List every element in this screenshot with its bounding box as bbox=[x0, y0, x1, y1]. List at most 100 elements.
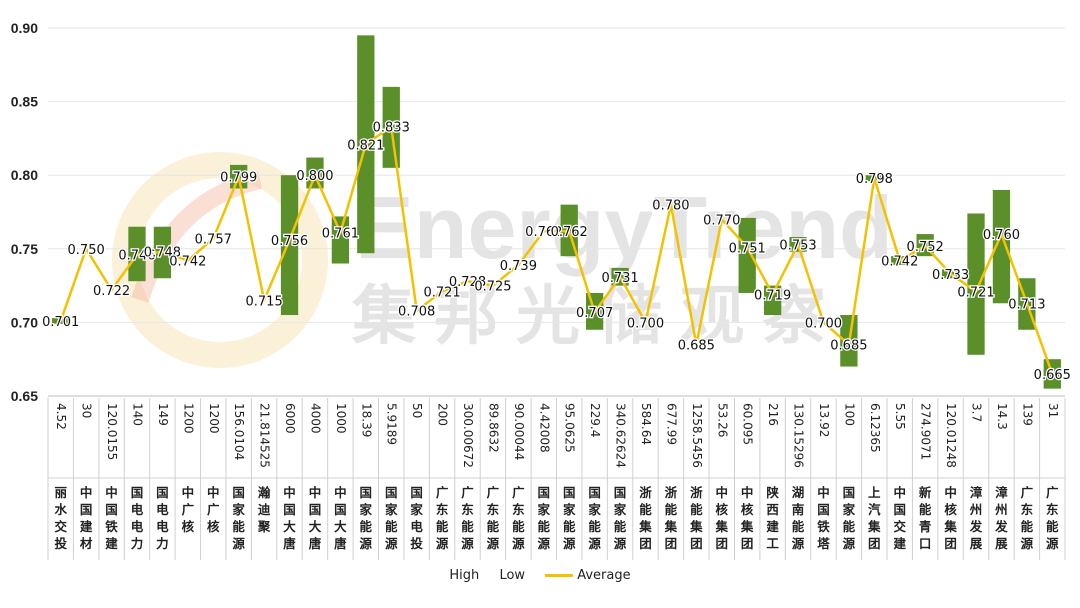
high-low-bar bbox=[280, 175, 299, 316]
company-label-char: 家 bbox=[563, 502, 576, 517]
y-tick-label: 0.90 bbox=[11, 20, 38, 36]
company-label-char: 能 bbox=[232, 519, 245, 534]
company-label-char: 东 bbox=[512, 502, 525, 517]
company-label-char: 团 bbox=[716, 536, 729, 551]
company-label-char: 家 bbox=[588, 502, 601, 517]
company-label-char: 迪 bbox=[258, 502, 271, 517]
company-label-char: 国 bbox=[131, 485, 144, 500]
company-label-char: 漳 bbox=[970, 485, 983, 500]
company-label-char: 工 bbox=[766, 536, 779, 551]
capacity-label: 149 bbox=[156, 403, 170, 426]
company-label-char: 能 bbox=[1021, 519, 1034, 534]
company-label-char: 能 bbox=[614, 519, 627, 534]
legend-label-low: Low bbox=[499, 568, 526, 583]
capacity-label: 229.4 bbox=[588, 403, 602, 437]
company-label-char: 能 bbox=[690, 502, 703, 517]
data-label: 0.821 bbox=[347, 138, 384, 153]
company-label-char: 力 bbox=[156, 536, 169, 551]
capacity-label: 216 bbox=[766, 403, 780, 426]
company-label-char: 交 bbox=[54, 519, 67, 534]
company-label-char: 源 bbox=[1046, 536, 1059, 551]
average-line bbox=[59, 125, 1054, 375]
company-label-char: 源 bbox=[538, 536, 551, 551]
company-label-char: 交 bbox=[893, 519, 906, 534]
data-label: 0.798 bbox=[856, 172, 893, 187]
company-label-char: 家 bbox=[538, 502, 551, 517]
company-label-char: 塔 bbox=[817, 536, 830, 551]
company-label-char: 国 bbox=[232, 485, 245, 500]
company-label-char: 国 bbox=[817, 502, 830, 517]
legend-item-high: High bbox=[449, 568, 479, 583]
company-label-char: 国 bbox=[563, 485, 576, 500]
company-label-char: 核 bbox=[741, 502, 754, 517]
company-label-char: 浙 bbox=[690, 485, 703, 500]
company-label-char: 中 bbox=[80, 485, 93, 500]
company-label-char: 投 bbox=[410, 536, 423, 551]
data-label: 0.700 bbox=[805, 316, 842, 331]
company-label-char: 能 bbox=[461, 519, 474, 534]
data-label: 0.707 bbox=[576, 306, 613, 321]
capacity-label: 18.39 bbox=[359, 403, 373, 437]
company-label-char: 国 bbox=[410, 485, 423, 500]
data-label: 0.731 bbox=[601, 271, 638, 286]
data-label: 0.665 bbox=[1034, 368, 1071, 383]
company-label-char: 电 bbox=[131, 519, 144, 534]
capacity-label: 89.8632 bbox=[486, 403, 500, 453]
company-label-char: 展 bbox=[995, 536, 1008, 551]
company-label-char: 西 bbox=[766, 502, 779, 517]
capacity-label: 200 bbox=[436, 403, 450, 426]
data-label: 0.753 bbox=[779, 238, 816, 253]
company-label-char: 汽 bbox=[868, 502, 881, 517]
company-label-char: 国 bbox=[614, 485, 627, 500]
high-low-bar bbox=[763, 285, 782, 316]
high-low-bar bbox=[738, 217, 756, 293]
company-label-char: 材 bbox=[79, 536, 93, 551]
company-label-char: 国 bbox=[80, 502, 93, 517]
company-label-char: 家 bbox=[614, 502, 627, 517]
capacity-label: 30 bbox=[80, 403, 94, 418]
company-label-char: 电 bbox=[156, 502, 169, 517]
company-label-char: 中 bbox=[334, 485, 347, 500]
company-label-char: 东 bbox=[1046, 502, 1059, 517]
company-label-char: 家 bbox=[410, 502, 423, 517]
company-label-char: 集 bbox=[638, 519, 652, 534]
capacity-label: 130.15296 bbox=[792, 403, 806, 468]
company-label-char: 广 bbox=[487, 485, 500, 500]
company-label-char: 铁 bbox=[105, 519, 118, 534]
capacity-label: 139 bbox=[1020, 403, 1034, 426]
capacity-label: 5.55 bbox=[893, 403, 907, 430]
data-label: 0.721 bbox=[957, 285, 994, 300]
company-label-char: 能 bbox=[843, 519, 856, 534]
legend-label-average: Average bbox=[577, 568, 631, 583]
company-label-char: 电 bbox=[156, 519, 169, 534]
company-label-char: 口 bbox=[919, 536, 932, 551]
company-label-char: 中 bbox=[944, 485, 957, 500]
company-label-char: 集 bbox=[664, 519, 678, 534]
data-label: 0.750 bbox=[68, 243, 105, 258]
data-label: 0.728 bbox=[449, 275, 486, 290]
company-label-char: 聚 bbox=[257, 519, 271, 534]
data-labels: 0.7010.7500.7220.7460.7480.7420.7570.799… bbox=[41, 119, 1072, 384]
company-label-char: 广 bbox=[436, 485, 449, 500]
company-label-char: 能 bbox=[512, 519, 525, 534]
company-label-char: 唐 bbox=[309, 536, 322, 551]
company-label-char: 东 bbox=[487, 502, 500, 517]
data-label: 0.719 bbox=[754, 288, 791, 303]
capacity-label: 584.64 bbox=[639, 403, 653, 445]
company-label-char: 展 bbox=[970, 536, 983, 551]
company-label-char: 国 bbox=[843, 485, 856, 500]
data-label: 0.762 bbox=[525, 225, 562, 240]
company-label-char: 能 bbox=[436, 519, 449, 534]
company-label-char: 源 bbox=[512, 536, 525, 551]
capacity-label: 1000 bbox=[334, 403, 348, 434]
data-label: 0.721 bbox=[423, 285, 460, 300]
company-label-char: 东 bbox=[461, 502, 474, 517]
company-label-char: 上 bbox=[868, 485, 881, 500]
company-label-char: 团 bbox=[665, 536, 678, 551]
capacity-label: 1200 bbox=[207, 403, 221, 434]
company-label-char: 大 bbox=[283, 519, 296, 534]
company-label-char: 团 bbox=[944, 536, 957, 551]
capacity-label: 13.92 bbox=[817, 403, 831, 437]
high-low-bar bbox=[967, 213, 985, 355]
